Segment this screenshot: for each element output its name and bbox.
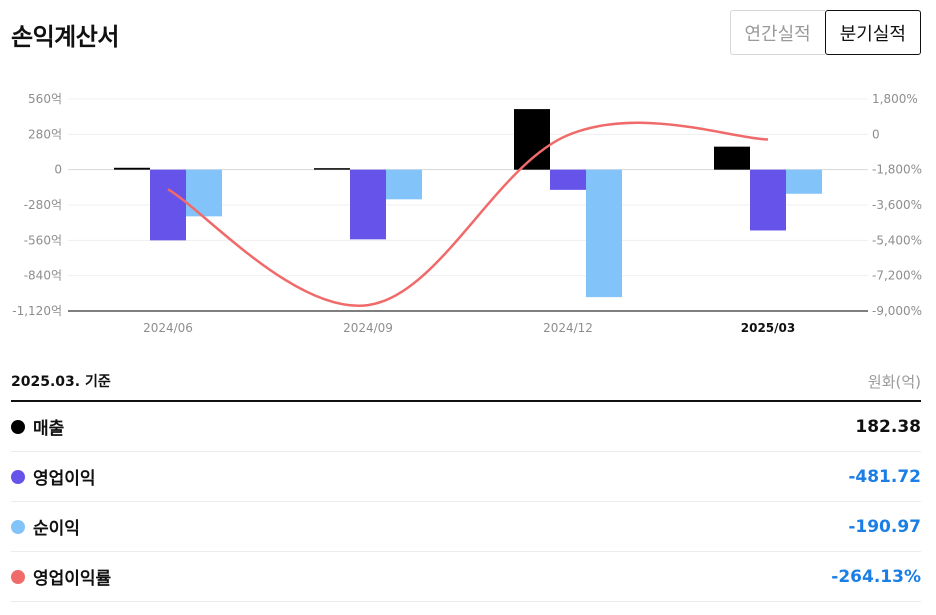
- bar-순이익: [586, 169, 622, 298]
- y-left-tick-label: -840억: [24, 269, 62, 283]
- income-statement-chart: 560억 1,800% 280억 0 0 -1,800% -280억 -3,600% -560억…: [0, 80, 936, 345]
- y-left-tick-label: 280억: [28, 127, 62, 141]
- y-right-tick-label: -3,600%: [872, 198, 922, 212]
- x-tick-label: 2024/12: [543, 321, 593, 335]
- period-toggle: 연간실적 분기실적: [729, 10, 921, 55]
- y-left-tick-label: 0: [54, 163, 62, 177]
- legend-rows: 매출 182.38 영업이익 -481.72 순이익 -190.97 영업이익률…: [11, 402, 921, 602]
- bar-영업이익: [750, 169, 786, 231]
- legend-label: 순이익: [11, 514, 80, 539]
- unit-label: 원화(억): [867, 372, 921, 391]
- line-영업이익률: [167, 121, 769, 307]
- legend-name: 매출: [33, 419, 65, 439]
- y-left-tick-label: -1,120억: [12, 304, 62, 318]
- x-tick-label: 2024/09: [343, 321, 393, 335]
- y-left-tick-label: -560억: [24, 233, 62, 247]
- chart-svg: 560억 1,800% 280억 0 0 -1,800% -280억 -3,600% -560억…: [12, 92, 922, 335]
- bar-영업이익: [150, 169, 186, 241]
- y-left-tick-label: 560억: [28, 92, 62, 106]
- legend-label: 영업이익률: [11, 564, 111, 589]
- bar-매출: [514, 109, 550, 170]
- legend-dot-icon: [11, 569, 25, 584]
- bar-영업이익: [550, 169, 586, 190]
- legend-value: 182.38: [855, 416, 921, 437]
- y-left-tick-label: -280억: [24, 198, 62, 212]
- legend-value: -190.97: [848, 516, 921, 537]
- bar-매출: [714, 146, 750, 170]
- bar-순이익: [386, 169, 422, 200]
- annual-results-tab[interactable]: 연간실적: [729, 10, 825, 55]
- legend-name: 순이익: [33, 519, 80, 539]
- basis-date-label: 2025.03. 기준: [11, 374, 111, 390]
- legend-name: 영업이익: [33, 469, 96, 489]
- y-right-tick-label: -1,800%: [872, 163, 922, 177]
- x-tick-label: 2025/03: [741, 321, 795, 335]
- bar-순이익: [186, 169, 222, 217]
- legend-dot-icon: [11, 419, 25, 434]
- legend-dot-icon: [11, 519, 25, 534]
- bar-순이익: [786, 169, 822, 194]
- bar-매출: [314, 168, 350, 170]
- legend-label: 영업이익: [11, 464, 96, 489]
- y-right-tick-label: 0: [872, 127, 880, 141]
- legend-row-revenue[interactable]: 매출 182.38: [11, 402, 921, 452]
- x-tick-label: 2024/06: [143, 321, 193, 335]
- legend-row-net-income[interactable]: 순이익 -190.97: [11, 502, 921, 552]
- legend-row-operating-margin[interactable]: 영업이익률 -264.13%: [11, 552, 921, 602]
- legend-row-operating-income[interactable]: 영업이익 -481.72: [11, 452, 921, 502]
- y-right-tick-label: -7,200%: [872, 269, 922, 283]
- bar-매출: [114, 167, 150, 170]
- bar-영업이익: [350, 169, 386, 240]
- y-right-tick-label: 1,800%: [872, 92, 918, 106]
- y-right-tick-label: -9,000%: [872, 304, 922, 318]
- legend-value: -264.13%: [831, 566, 921, 587]
- legend-value: -481.72: [848, 466, 921, 487]
- legend-header: 2025.03. 기준 원화(억): [11, 362, 921, 402]
- quarterly-results-tab[interactable]: 분기실적: [824, 10, 921, 55]
- page-title: 손익계산서: [11, 23, 119, 51]
- legend-name: 영업이익률: [33, 569, 112, 589]
- y-right-tick-label: -5,400%: [872, 233, 922, 247]
- legend-dot-icon: [11, 469, 25, 484]
- legend-label: 매출: [11, 414, 64, 439]
